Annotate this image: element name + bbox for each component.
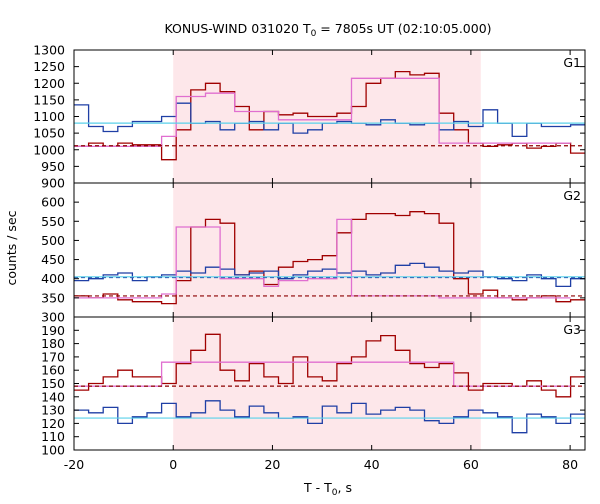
y-tick-label: 1050 xyxy=(33,126,65,141)
chart-title: KONUS-WIND 031020 T0 = 7805s UT (02:10:0… xyxy=(164,21,491,39)
y-tick-label: 100 xyxy=(41,443,65,458)
y-tick-label: 160 xyxy=(41,363,65,378)
red-histogram-line xyxy=(74,211,585,305)
y-tick-label: 130 xyxy=(41,403,65,418)
panel-label: G2 xyxy=(563,188,581,203)
y-tick-label: 120 xyxy=(41,416,65,431)
y-tick-label: 1200 xyxy=(33,76,65,91)
x-tick-label: 0 xyxy=(169,457,177,472)
y-tick-label: 450 xyxy=(41,252,65,267)
x-tick-label: 60 xyxy=(463,457,479,472)
y-tick-label: 1000 xyxy=(33,142,65,157)
y-tick-label: 170 xyxy=(41,349,65,364)
pink-blocks-line xyxy=(74,77,571,148)
highlight-interval xyxy=(173,183,481,317)
y-tick-label: 1300 xyxy=(33,43,65,58)
y-tick-label: 110 xyxy=(41,429,65,444)
highlight-interval xyxy=(173,317,481,450)
y-tick-label: 950 xyxy=(41,159,65,174)
y-tick-label: 140 xyxy=(41,389,65,404)
panels-group: 9009501000105011001150120012501300G13003… xyxy=(33,43,586,472)
y-tick-label: 150 xyxy=(41,376,65,391)
y-tick-label: 1100 xyxy=(33,109,65,124)
y-tick-label: 550 xyxy=(41,214,65,229)
panel-label: G1 xyxy=(563,55,581,70)
y-tick-label: 600 xyxy=(41,195,65,210)
x-tick-label: 80 xyxy=(562,457,578,472)
x-tick-label: 40 xyxy=(364,457,380,472)
x-tick-label: 20 xyxy=(264,457,280,472)
panel-label: G3 xyxy=(563,322,581,337)
y-tick-label: 1250 xyxy=(33,59,65,74)
y-tick-label: 500 xyxy=(41,233,65,248)
y-axis-label: counts / sec xyxy=(4,210,19,285)
x-axis-label: T - T0, s xyxy=(303,480,352,498)
red-histogram-line xyxy=(74,333,585,398)
red-histogram-line xyxy=(74,70,585,161)
x-tick-label: -20 xyxy=(64,457,84,472)
y-tick-label: 1150 xyxy=(33,92,65,107)
y-tick-label: 400 xyxy=(41,271,65,286)
y-tick-label: 900 xyxy=(41,176,65,191)
pink-blocks-line xyxy=(74,218,571,299)
y-tick-label: 350 xyxy=(41,290,65,305)
panel-g2: 300 350 400 450 500 550 600 G2 xyxy=(41,182,586,325)
y-tick-label: 300 xyxy=(41,310,65,325)
blue-histogram-line xyxy=(74,400,585,434)
y-tick-label: 180 xyxy=(41,336,65,351)
y-tick-label: 190 xyxy=(41,323,65,338)
